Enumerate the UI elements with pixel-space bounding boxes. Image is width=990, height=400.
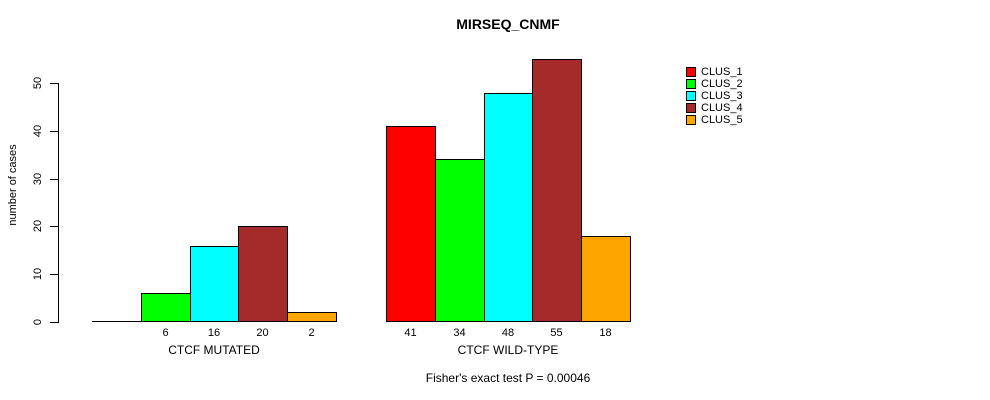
bar-value-label: 6: [162, 327, 169, 339]
bar-clus_3-wild-type: [484, 93, 533, 322]
y-axis-tick: [50, 83, 58, 84]
legend-label: CLUS_5: [701, 114, 743, 126]
y-axis-tick-label: 0: [32, 318, 44, 326]
legend-label: CLUS_4: [701, 102, 743, 114]
bar-value-label: 41: [404, 327, 417, 339]
bar-clus_2-mutated: [141, 293, 191, 322]
y-axis-tick-label: 20: [32, 219, 44, 233]
legend-swatch-clus_2: [686, 79, 696, 89]
bar-value-label: 34: [453, 327, 466, 339]
bar-value-label: 16: [207, 327, 221, 339]
y-axis-tick: [50, 226, 58, 227]
bar-value-label: 55: [550, 327, 563, 339]
bar-value-label: 18: [599, 327, 612, 339]
y-axis-tick-label: 50: [32, 76, 44, 90]
y-axis-label: number of cases: [7, 144, 19, 226]
bar-value-label: 48: [501, 327, 515, 339]
y-axis-line: [58, 83, 59, 323]
bar-clus_1-mutated: [92, 321, 142, 322]
bar-clus_2-wild-type: [435, 159, 485, 322]
y-axis-tick-label: 10: [32, 267, 44, 281]
legend-swatch-clus_3: [686, 91, 696, 101]
y-axis-tick-label: 30: [32, 172, 44, 186]
bar-clus_5-mutated: [287, 312, 337, 322]
y-axis-tick: [50, 274, 58, 275]
legend-label: CLUS_2: [701, 78, 743, 90]
x-axis-group-label: CTCF WILD-TYPE: [457, 343, 559, 357]
y-axis-tick-label: 40: [32, 124, 44, 138]
legend-swatch-clus_5: [686, 115, 696, 125]
bar-clus_5-wild-type: [581, 236, 631, 322]
y-axis-tick: [50, 179, 58, 180]
bar-clus_4-mutated: [238, 226, 288, 322]
legend-label: CLUS_3: [701, 90, 743, 102]
bar-clus_3-mutated: [190, 246, 239, 322]
bar-clus_1-wild-type: [386, 126, 436, 322]
bar-value-label: 2: [308, 327, 315, 339]
legend-swatch-clus_4: [686, 103, 696, 113]
y-axis-tick: [50, 131, 58, 132]
chart-title: MIRSEQ_CNMF: [456, 16, 560, 32]
fisher-test-annotation: Fisher's exact test P = 0.00046: [425, 371, 591, 385]
bar-value-label: 20: [256, 327, 269, 339]
bar-clus_4-wild-type: [532, 59, 582, 322]
y-axis-tick: [50, 322, 58, 323]
legend-swatch-clus_1: [686, 67, 696, 77]
x-axis-group-label: CTCF MUTATED: [168, 343, 260, 357]
legend-label: CLUS_1: [701, 66, 743, 78]
